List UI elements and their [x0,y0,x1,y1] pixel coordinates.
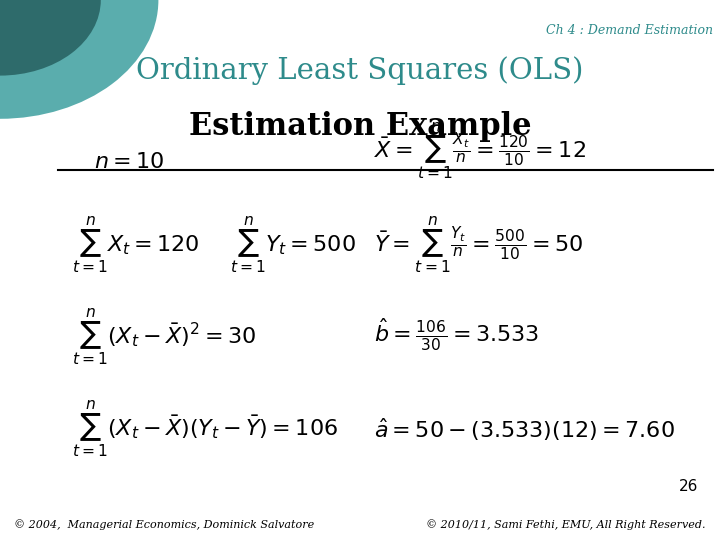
Text: Ordinary Least Squares (OLS): Ordinary Least Squares (OLS) [136,57,584,85]
Text: © 2004,  Managerial Economics, Dominick Salvatore: © 2004, Managerial Economics, Dominick S… [14,519,315,530]
Text: Estimation Example: Estimation Example [189,111,531,141]
Wedge shape [0,0,101,76]
Wedge shape [0,0,158,119]
Text: $\hat{b} = \frac{106}{30} = 3.533$: $\hat{b} = \frac{106}{30} = 3.533$ [374,317,539,353]
Text: $n = 10$: $n = 10$ [94,151,164,173]
Text: Ch 4 : Demand Estimation: Ch 4 : Demand Estimation [546,24,713,37]
Text: $\sum_{t=1}^{n} (X_t - \bar{X})^2 = 30$: $\sum_{t=1}^{n} (X_t - \bar{X})^2 = 30$ [72,307,256,368]
Text: © 2010/11, Sami Fethi, EMU, All Right Reserved.: © 2010/11, Sami Fethi, EMU, All Right Re… [426,519,706,530]
Text: $\hat{a} = 50 - (3.533)(12) = 7.60$: $\hat{a} = 50 - (3.533)(12) = 7.60$ [374,416,675,443]
Text: $\bar{Y} = \sum_{t=1}^{n} \frac{Y_t}{n} = \frac{500}{10} = 50$: $\bar{Y} = \sum_{t=1}^{n} \frac{Y_t}{n} … [374,215,583,276]
Text: $\bar{X} = \sum_{t=1}^{n} \frac{X_t}{n} = \frac{120}{10} = 12$: $\bar{X} = \sum_{t=1}^{n} \frac{X_t}{n} … [374,120,586,182]
Text: $\sum_{t=1}^{n} X_t = 120$: $\sum_{t=1}^{n} X_t = 120$ [72,215,199,276]
Text: 26: 26 [679,479,698,494]
Text: $\sum_{t=1}^{n} (X_t - \bar{X})(Y_t - \bar{Y}) = 106$: $\sum_{t=1}^{n} (X_t - \bar{X})(Y_t - \b… [72,399,338,460]
Text: $\sum_{t=1}^{n} Y_t = 500$: $\sum_{t=1}^{n} Y_t = 500$ [230,215,356,276]
